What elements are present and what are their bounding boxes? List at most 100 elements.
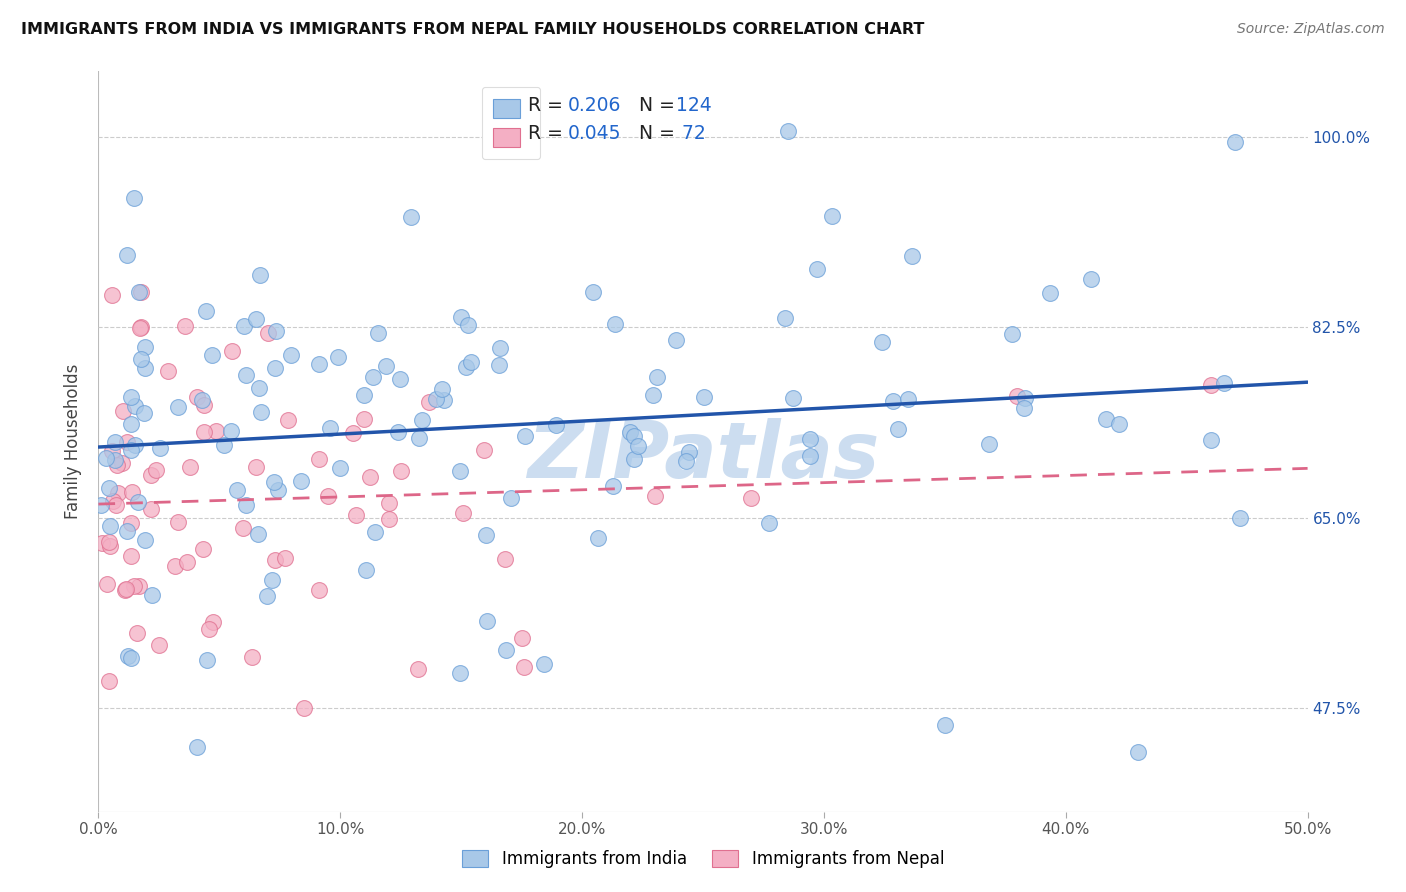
Point (233, 319, 256, 334)
Point (451, 506, 474, 520)
Point (124, 399, 146, 413)
Point (391, 464, 413, 478)
Point (98, 519, 121, 533)
Point (129, 285, 152, 299)
Point (134, 340, 156, 354)
Point (361, 369, 384, 384)
Point (193, 398, 215, 412)
Point (375, 359, 398, 373)
Point (740, 491, 762, 506)
Point (115, 248, 138, 262)
Text: 124: 124 (676, 96, 713, 115)
Point (96, 577, 118, 591)
Point (141, 502, 163, 516)
Point (934, 717, 956, 731)
Point (475, 615, 498, 629)
Point (605, 318, 627, 332)
Point (460, 355, 482, 369)
Point (388, 372, 411, 386)
Point (120, 516, 142, 530)
Y-axis label: Family Households: Family Households (65, 364, 83, 519)
Point (359, 470, 381, 484)
Point (117, 648, 139, 663)
Point (98, 674, 121, 689)
Point (247, 381, 270, 395)
Point (1229, 511, 1251, 525)
Point (194, 304, 217, 318)
Point (124, 438, 146, 452)
Point (105, 498, 128, 512)
Point (316, 489, 339, 503)
Point (582, 285, 605, 300)
Point (775, 310, 797, 325)
Point (256, 589, 278, 603)
Point (367, 326, 389, 340)
Point (602, 479, 624, 493)
Point (432, 382, 454, 396)
Point (212, 438, 235, 452)
Point (329, 461, 352, 475)
Point (546, 417, 568, 432)
Point (1212, 376, 1234, 390)
Point (644, 489, 666, 503)
Point (1199, 433, 1222, 447)
Point (264, 361, 287, 376)
Point (121, 484, 143, 499)
Point (131, 320, 153, 334)
Point (449, 666, 471, 681)
Point (1001, 327, 1024, 342)
Point (399, 211, 422, 225)
Point (1199, 378, 1222, 392)
Point (870, 334, 893, 349)
Point (139, 467, 162, 482)
Point (1094, 411, 1116, 425)
Point (127, 495, 149, 509)
Point (179, 459, 201, 474)
Point (494, 552, 516, 566)
Point (1108, 417, 1130, 432)
Point (122, 191, 145, 205)
Point (290, 474, 312, 488)
Point (627, 439, 650, 453)
Point (120, 417, 142, 432)
Point (776, 124, 799, 138)
Point (247, 527, 270, 541)
Point (782, 391, 804, 405)
Text: 0.206: 0.206 (568, 96, 621, 115)
Point (98, 481, 121, 495)
Point (115, 434, 138, 449)
Point (129, 352, 152, 367)
Point (378, 496, 401, 510)
Point (250, 405, 273, 419)
Point (134, 361, 156, 376)
Point (882, 393, 904, 408)
Point (665, 333, 688, 347)
Point (90, 498, 112, 512)
Point (235, 499, 257, 513)
Point (586, 531, 609, 545)
Point (101, 443, 124, 458)
Point (821, 209, 844, 223)
Point (186, 390, 208, 404)
Point (1012, 401, 1035, 416)
Point (204, 424, 226, 438)
Text: 72: 72 (676, 124, 706, 143)
Point (280, 348, 302, 362)
Point (619, 425, 641, 439)
Point (344, 508, 367, 522)
Point (165, 558, 187, 573)
Point (174, 318, 197, 333)
Point (292, 701, 315, 715)
Point (308, 358, 330, 372)
Point (264, 324, 287, 338)
Point (758, 516, 780, 530)
Point (262, 573, 284, 587)
Point (1014, 391, 1036, 405)
Point (799, 450, 821, 464)
Point (221, 344, 243, 359)
Point (356, 563, 378, 577)
Point (457, 318, 479, 332)
Text: Source: ZipAtlas.com: Source: ZipAtlas.com (1237, 22, 1385, 37)
Point (274, 550, 297, 565)
Point (127, 626, 149, 640)
